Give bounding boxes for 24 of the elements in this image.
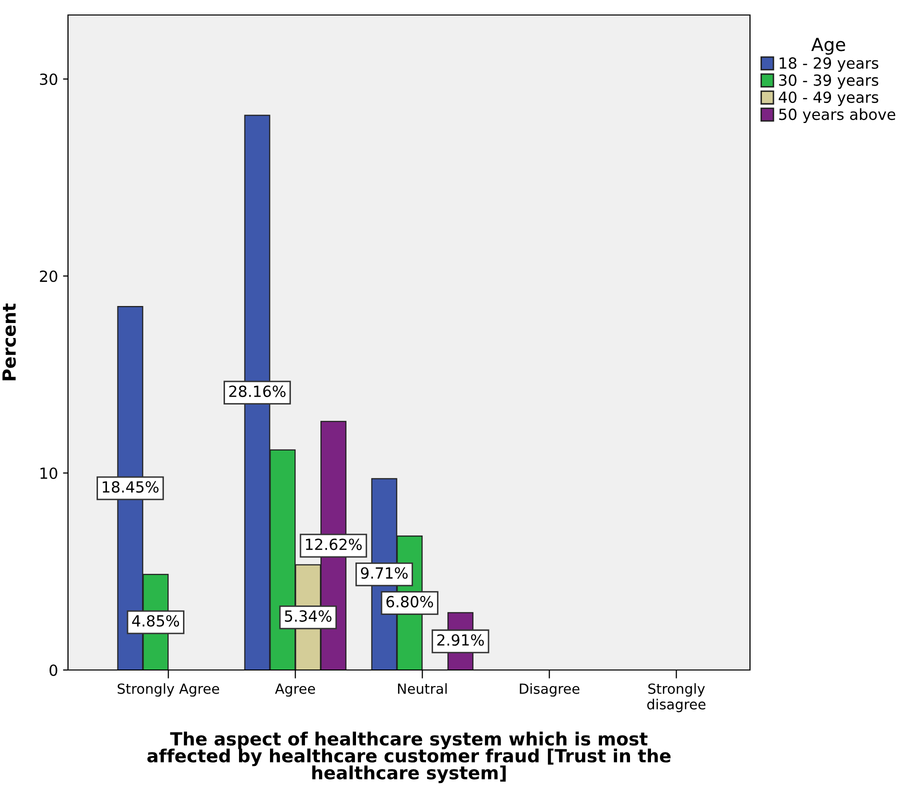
y-tick-label: 20 xyxy=(40,270,58,282)
data-label: 5.34% xyxy=(284,610,332,622)
x-tick-label: Neutral xyxy=(398,683,447,694)
legend-label: 50 years above xyxy=(779,108,896,124)
data-label: 12.62% xyxy=(306,538,362,550)
data-label: 6.80% xyxy=(386,596,434,608)
data-label: 28.16% xyxy=(229,386,286,398)
x-tick-label: Disagree xyxy=(520,683,580,697)
legend-label: 30 - 39 years xyxy=(779,74,878,89)
y-tick-label: 0 xyxy=(50,664,58,676)
x-axis-title: The aspect of healthcare system which is most affected by healthcare customer fraud [Trust in the healthcare system] xyxy=(147,732,671,784)
x-tick-label: Strongly Agree xyxy=(118,683,220,697)
legend-label: 40 - 49 years xyxy=(778,91,878,106)
y-tick-label: 10 xyxy=(40,467,58,480)
y-tick-label: 30 xyxy=(40,73,58,86)
x-tick-label: Strongly disagree xyxy=(647,683,706,712)
data-label: 9.71% xyxy=(360,567,408,579)
x-tick-label: Agree xyxy=(275,684,315,697)
data-label: 18.45% xyxy=(102,481,159,493)
legend-title: Age xyxy=(811,38,846,55)
data-label: 4.85% xyxy=(132,615,180,627)
y-axis-title: Percent xyxy=(2,304,16,380)
legend-label: 18 - 29 years xyxy=(780,57,878,72)
data-label: 2.91% xyxy=(437,634,484,646)
